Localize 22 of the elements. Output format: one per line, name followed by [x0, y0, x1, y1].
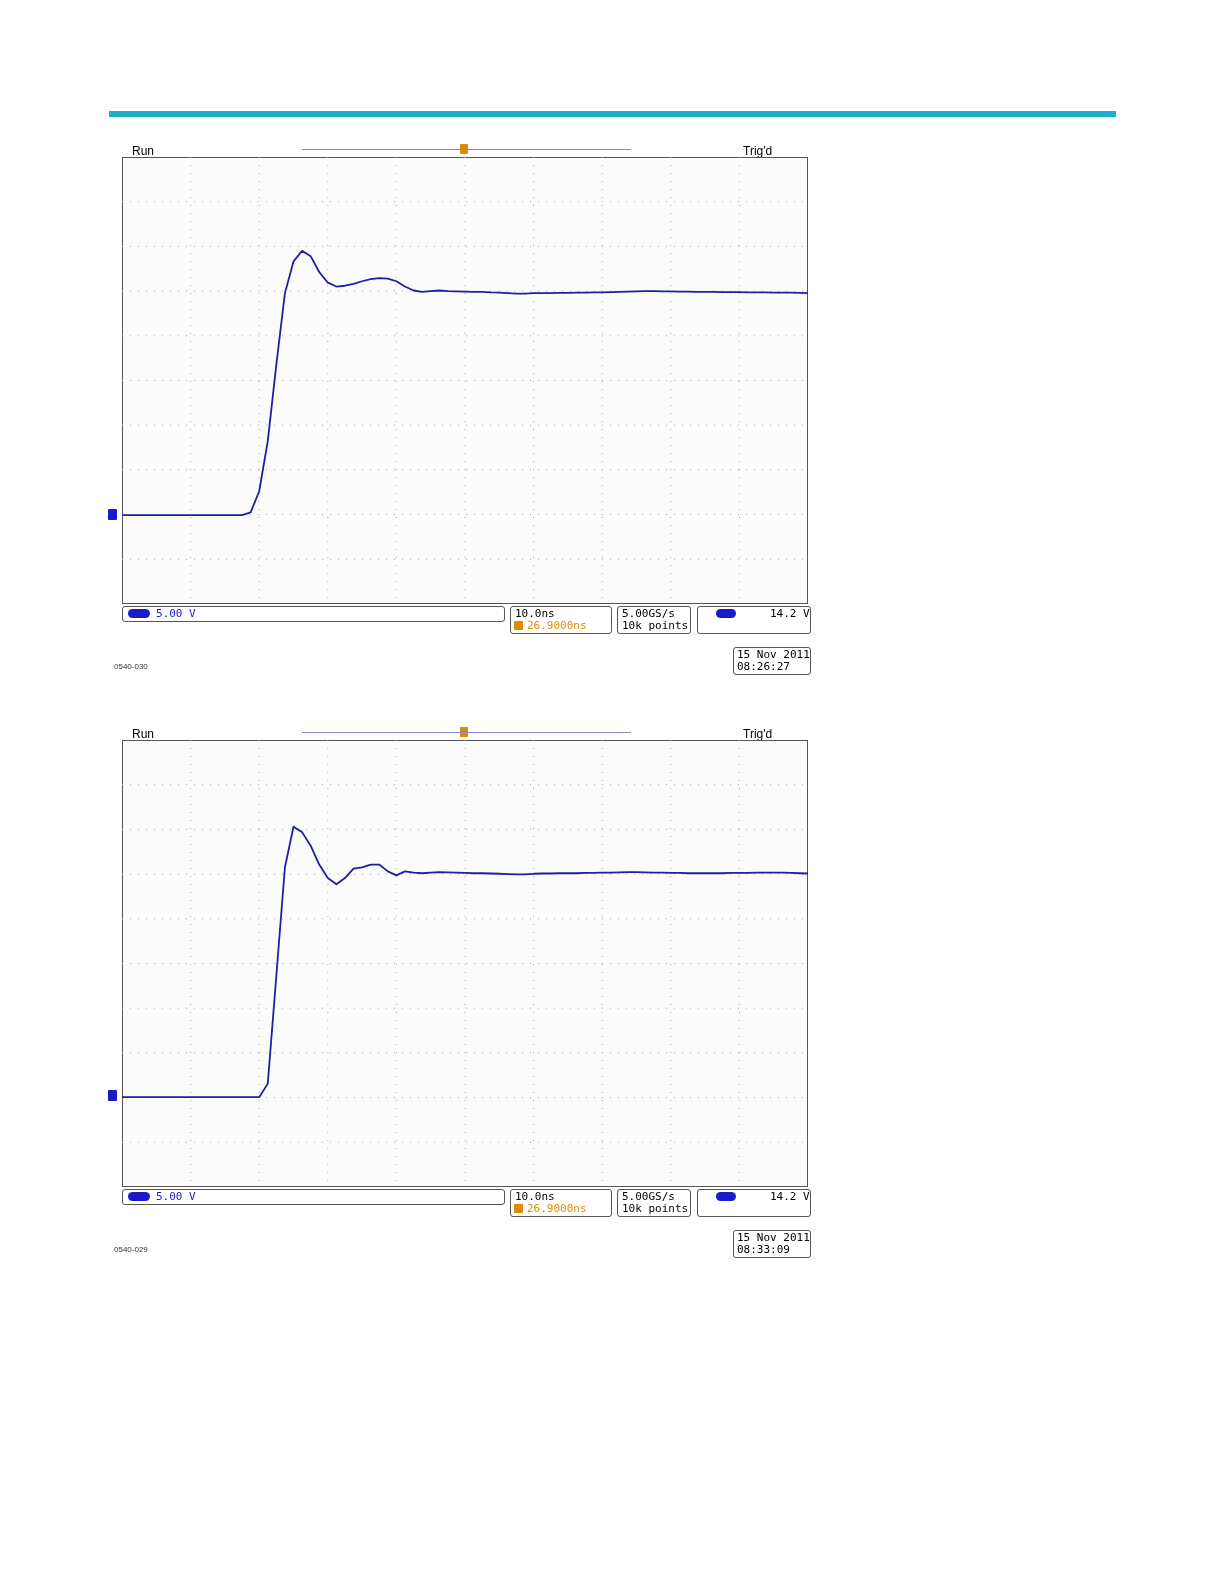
text: 5.00GS/s: [622, 1190, 675, 1203]
text: 5.00GS/s: [622, 607, 675, 620]
text: 10k points: [622, 1202, 689, 1215]
text: 15 Nov 2011: [737, 648, 810, 661]
text: 26.9000ns: [527, 619, 587, 632]
text: 0540-029: [114, 1245, 148, 1254]
text: 08:26:27: [737, 660, 790, 673]
text: 08:33:09: [737, 1243, 790, 1256]
text: 15 Nov 2011: [737, 1231, 810, 1244]
text: 10.0ns: [515, 1190, 555, 1203]
text: 10.0ns: [515, 607, 555, 620]
text: Run: [132, 727, 155, 741]
text: 26.9000ns: [527, 1202, 587, 1215]
text: Run: [132, 144, 155, 158]
text: 0540-030: [114, 662, 148, 671]
text: 14.2 V: [770, 1190, 810, 1203]
text: Trig'd: [743, 727, 773, 741]
text: 5.00 V: [156, 607, 196, 620]
text: Trig'd: [743, 144, 773, 158]
text: 5.00 V: [156, 1190, 196, 1203]
text: 14.2 V: [770, 607, 810, 620]
text: 10k points: [622, 619, 689, 632]
